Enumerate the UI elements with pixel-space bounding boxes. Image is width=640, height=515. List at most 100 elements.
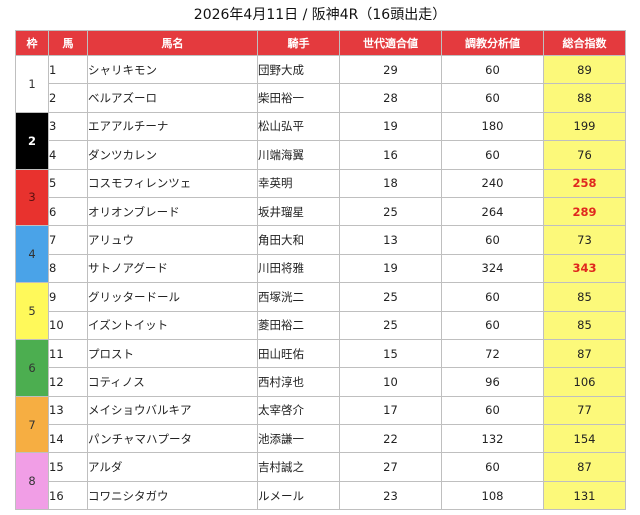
header-waku: 枠 bbox=[15, 30, 49, 56]
header-row: 枠 馬 馬名 騎手 世代適合値 調教分析値 総合指数 bbox=[15, 30, 626, 56]
jockey-name: 松山弘平 bbox=[257, 111, 340, 142]
training-value: 72 bbox=[441, 338, 544, 369]
jockey-name: 田山旺佑 bbox=[257, 338, 340, 369]
jockey-name: 西塚洸二 bbox=[257, 282, 340, 312]
table-row: 12 コティノス 西村淳也 10 96 106 bbox=[16, 367, 626, 397]
horse-number: 6 bbox=[48, 196, 88, 227]
total-score: 131 bbox=[543, 480, 626, 511]
training-value: 60 bbox=[441, 310, 544, 340]
training-value: 60 bbox=[441, 140, 544, 170]
generation-value: 25 bbox=[339, 310, 442, 340]
horse-name: コワニシタガウ bbox=[87, 480, 258, 511]
generation-value: 28 bbox=[339, 83, 442, 113]
training-value: 60 bbox=[441, 83, 544, 113]
horse-number: 4 bbox=[48, 140, 88, 170]
horse-name: メイショウバルキア bbox=[87, 395, 258, 426]
horse-name: パンチャマハプータ bbox=[87, 424, 258, 454]
table-row: 14 パンチャマハプータ 池添謙一 22 132 154 bbox=[16, 424, 626, 454]
horse-name: グリッタードール bbox=[87, 282, 258, 312]
horse-number: 5 bbox=[48, 168, 88, 198]
total-score: 154 bbox=[543, 424, 626, 454]
training-value: 180 bbox=[441, 111, 544, 142]
total-score: 87 bbox=[543, 452, 626, 482]
waku-cell: 6 bbox=[15, 338, 49, 397]
header-training: 調教分析値 bbox=[441, 30, 544, 56]
jockey-name: 幸英明 bbox=[257, 168, 340, 198]
waku-cell: 2 bbox=[15, 111, 49, 170]
total-score: 89 bbox=[543, 54, 626, 85]
race-table-body: 1 1 シャリキモン 団野大成 29 60 89 2 ベルアズーロ 柴田裕一 28 60 88 2 3 エアア… bbox=[15, 54, 626, 511]
horse-name: ダンツカレン bbox=[87, 140, 258, 170]
horse-name: プロスト bbox=[87, 338, 258, 369]
total-score: 289 bbox=[543, 196, 626, 227]
horse-number: 2 bbox=[48, 83, 88, 113]
total-score: 87 bbox=[543, 338, 626, 369]
horse-name: コティノス bbox=[87, 367, 258, 397]
horse-number: 10 bbox=[48, 310, 88, 340]
generation-value: 19 bbox=[339, 253, 442, 284]
horse-number: 13 bbox=[48, 395, 88, 426]
horse-number: 15 bbox=[48, 452, 88, 482]
header-total: 総合指数 bbox=[543, 30, 626, 56]
training-value: 132 bbox=[441, 424, 544, 454]
table-row: 1 1 シャリキモン 団野大成 29 60 89 bbox=[15, 54, 626, 113]
training-value: 108 bbox=[441, 480, 544, 511]
generation-value: 25 bbox=[339, 196, 442, 227]
waku-cell: 4 bbox=[15, 225, 49, 284]
jockey-name: 吉村誠之 bbox=[257, 452, 340, 482]
training-value: 60 bbox=[441, 395, 544, 426]
jockey-name: 西村淳也 bbox=[257, 367, 340, 397]
total-score: 85 bbox=[543, 282, 626, 312]
generation-value: 29 bbox=[339, 54, 442, 85]
horse-number: 7 bbox=[48, 225, 88, 255]
total-score: 76 bbox=[543, 140, 626, 170]
jockey-name: 菱田裕二 bbox=[257, 310, 340, 340]
total-score: 106 bbox=[543, 367, 626, 397]
horse-number: 16 bbox=[48, 480, 88, 511]
jockey-name: 坂井瑠星 bbox=[257, 196, 340, 227]
horse-name: イズントイット bbox=[87, 310, 258, 340]
table-row: 8 15 アルダ 吉村誠之 27 60 87 bbox=[15, 452, 626, 511]
training-value: 96 bbox=[441, 367, 544, 397]
total-score: 73 bbox=[543, 225, 626, 255]
total-score: 199 bbox=[543, 111, 626, 142]
jockey-name: 川田将雅 bbox=[257, 253, 340, 284]
horse-number: 3 bbox=[48, 111, 88, 142]
waku-cell: 8 bbox=[15, 452, 49, 511]
table-row: 16 コワニシタガウ ルメール 23 108 131 bbox=[16, 480, 626, 511]
header-umaban: 馬 bbox=[48, 30, 88, 56]
total-score: 258 bbox=[543, 168, 626, 198]
generation-value: 15 bbox=[339, 338, 442, 369]
horse-number: 14 bbox=[48, 424, 88, 454]
table-row: 6 11 プロスト 田山旺佑 15 72 87 bbox=[15, 338, 626, 397]
horse-name: エアアルチーナ bbox=[87, 111, 258, 142]
total-score: 88 bbox=[543, 83, 626, 113]
horse-name: コスモフィレンツェ bbox=[87, 168, 258, 198]
waku-cell: 1 bbox=[15, 55, 49, 113]
jockey-name: ルメール bbox=[257, 480, 340, 511]
table-row: 5 9 グリッタードール 西塚洸二 25 60 85 bbox=[15, 282, 626, 340]
training-value: 60 bbox=[441, 54, 544, 85]
table-row: 4 ダンツカレン 川端海翼 16 60 76 bbox=[16, 140, 626, 170]
jockey-name: 川端海翼 bbox=[257, 140, 340, 170]
training-value: 60 bbox=[441, 225, 544, 255]
page-title: 2026年4月11日 / 阪神4R（16頭出走） bbox=[193, 7, 447, 23]
horse-name: シャリキモン bbox=[87, 54, 258, 85]
training-value: 60 bbox=[441, 452, 544, 482]
total-score: 77 bbox=[543, 395, 626, 426]
race-table: 枠 馬 馬名 騎手 世代適合値 調教分析値 総合指数 1 1 シャリキモン 団野大成 2… bbox=[15, 30, 626, 511]
horse-number: 9 bbox=[48, 282, 88, 312]
header-jockey: 騎手 bbox=[257, 30, 340, 56]
training-value: 240 bbox=[441, 168, 544, 198]
horse-name: サトノアグード bbox=[87, 253, 258, 284]
horse-name: アリュウ bbox=[87, 225, 258, 255]
generation-value: 27 bbox=[339, 452, 442, 482]
table-row: 3 5 コスモフィレンツェ 幸英明 18 240 258 bbox=[15, 168, 626, 227]
generation-value: 13 bbox=[339, 225, 442, 255]
waku-cell: 5 bbox=[15, 282, 49, 340]
jockey-name: 柴田裕一 bbox=[257, 83, 340, 113]
generation-value: 18 bbox=[339, 168, 442, 198]
header-generation: 世代適合値 bbox=[339, 30, 442, 56]
waku-cell: 3 bbox=[15, 168, 49, 227]
jockey-name: 角田大和 bbox=[257, 225, 340, 255]
